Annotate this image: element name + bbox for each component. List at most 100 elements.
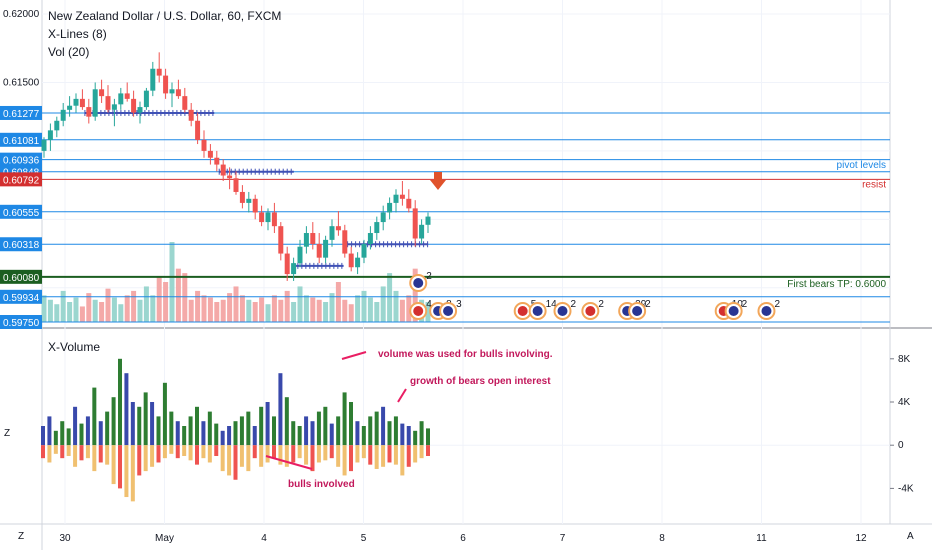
x-volume-bar-up xyxy=(342,392,347,446)
candle-body xyxy=(182,96,188,110)
volume-bar xyxy=(233,286,239,322)
x-volume-bar-down xyxy=(323,445,328,461)
volume-bar xyxy=(259,297,265,322)
volume-bar xyxy=(252,302,258,322)
x-volume-bar-down xyxy=(118,445,122,489)
volume-bar xyxy=(361,290,367,322)
price-label-box xyxy=(0,105,42,120)
x-volume-bar-down xyxy=(304,445,309,465)
x-volume-bar-up xyxy=(239,416,244,446)
event-badge-flag-icon xyxy=(443,306,454,316)
price-label-text: 0.60936 xyxy=(3,156,40,167)
volume-bar xyxy=(316,299,322,322)
annotation-pointer xyxy=(265,455,313,470)
x-volume-bar-down xyxy=(41,445,45,459)
x-volume-bar-down xyxy=(381,445,386,467)
x-volume-bar-up xyxy=(182,426,187,446)
symbol-title[interactable]: New Zealand Dollar / U.S. Dollar, 60, FX… xyxy=(48,9,282,23)
x-volume-bar-down xyxy=(413,445,418,463)
candle-body xyxy=(54,120,60,131)
event-badge-flag-icon xyxy=(557,306,568,316)
lower-axis-tick-label: -4K xyxy=(898,483,914,494)
x-volume-bar-down xyxy=(47,445,52,463)
x-volume-bar-up xyxy=(374,411,379,446)
event-badge-count: 2 xyxy=(426,271,432,282)
volume-bar xyxy=(399,299,405,322)
x-volume-bar-down xyxy=(374,445,379,469)
indicator-volume[interactable]: Vol (20) xyxy=(48,45,90,59)
candle-body xyxy=(412,208,418,239)
x-volume-bar-down xyxy=(220,445,225,472)
x-volume-bar-down xyxy=(426,445,430,456)
x-volume-bar-up xyxy=(98,421,103,446)
x-volume-bar-down xyxy=(406,445,411,467)
volume-bar xyxy=(143,286,149,322)
x-volume-bar-down xyxy=(79,445,84,461)
annotations: volume was used for bulls involving. grow… xyxy=(265,349,553,490)
lower-pane-title[interactable]: X-Volume xyxy=(48,340,101,354)
lower-axis-tick-label: 0 xyxy=(898,440,904,451)
annotation-pointer xyxy=(341,351,367,360)
x-volume-bar-down xyxy=(233,445,238,480)
annotation-volume-bulls: volume was used for bulls involving. xyxy=(378,349,553,360)
candle-body xyxy=(47,130,53,140)
x-volume-bar-down xyxy=(419,445,424,459)
x-volume-bar-up xyxy=(265,402,270,446)
volume-bar xyxy=(182,273,188,322)
candle-body xyxy=(131,98,137,113)
x-volume-bar-up xyxy=(207,411,212,446)
event-badge-count: 2 xyxy=(774,299,780,310)
x-volume-bar-up xyxy=(118,358,122,446)
candle-body xyxy=(355,257,361,268)
candle-body xyxy=(67,105,73,110)
candle-body xyxy=(175,89,181,97)
event-badges: 2483514222921022 xyxy=(409,271,780,320)
price-label-box xyxy=(0,204,42,219)
x-volume-bar-down xyxy=(105,445,110,465)
x-volume-bar-up xyxy=(156,416,161,446)
x-volume-bar-up xyxy=(92,387,97,446)
volume-bar xyxy=(278,299,284,322)
x-volume-bar-down xyxy=(368,445,373,465)
event-badge-count: 4 xyxy=(426,299,432,310)
x-volume-bar-up xyxy=(53,430,58,446)
volume-bar xyxy=(86,293,92,322)
event-badge-flag-icon xyxy=(761,306,772,316)
price-label-box xyxy=(0,132,42,147)
x-volume-bar-up xyxy=(220,430,225,446)
candle-body xyxy=(239,191,245,203)
candle-body xyxy=(316,243,322,258)
x-volume-bar-down xyxy=(111,445,116,485)
x-volume-bar-down xyxy=(162,445,167,459)
volume-bar xyxy=(105,288,111,322)
price-label-text: 0.60792 xyxy=(3,175,40,186)
candle-body xyxy=(265,212,271,223)
x-volume-bar-up xyxy=(329,423,334,446)
x-volume-bar-down xyxy=(342,445,347,476)
candle-body xyxy=(284,253,290,275)
volume-bar xyxy=(348,304,354,322)
time-tick-label: 12 xyxy=(855,533,867,544)
candle-body xyxy=(188,109,194,121)
price-label-text: 0.61081 xyxy=(3,136,40,147)
x-volume-bar-up xyxy=(419,421,424,446)
volume-bar xyxy=(195,290,201,322)
volume-bar xyxy=(111,297,117,322)
candle-body xyxy=(393,194,399,203)
volume-bar xyxy=(271,295,277,322)
candle-body xyxy=(150,68,156,91)
x-volume-bar-up xyxy=(66,428,71,446)
candle-body xyxy=(207,150,213,158)
time-tick-label: 7 xyxy=(560,533,566,544)
volume-bar xyxy=(380,286,386,322)
candle-body xyxy=(124,93,130,99)
price-label-text: 0.59750 xyxy=(3,318,40,329)
volume-bar xyxy=(297,286,303,322)
indicator-x-lines[interactable]: X-Lines (8) xyxy=(48,27,107,41)
event-badge-flag-icon xyxy=(728,306,739,316)
x-volume-bar-up xyxy=(85,416,90,446)
volume-bar xyxy=(367,297,373,322)
